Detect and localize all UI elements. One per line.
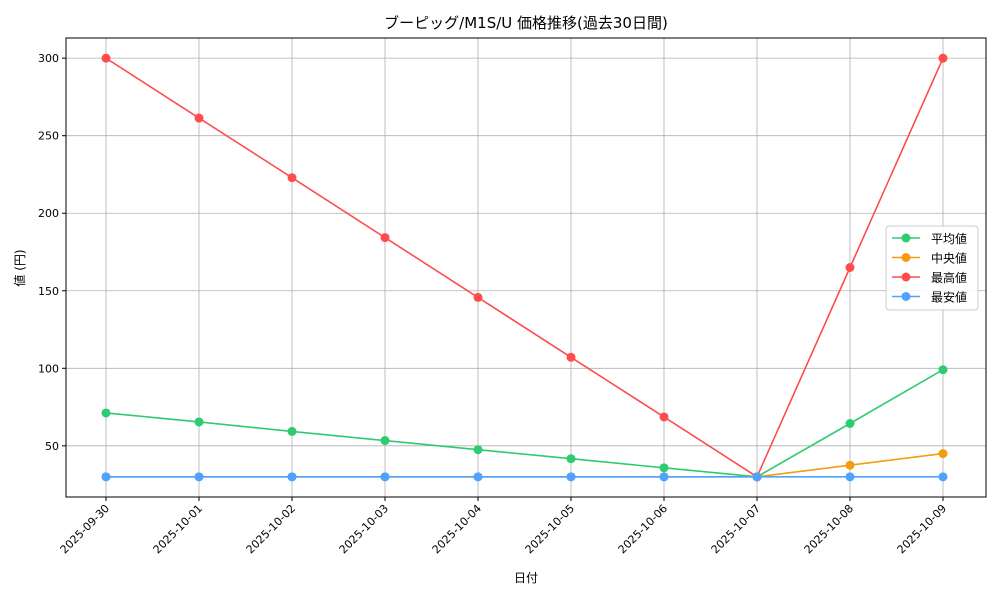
plot-frame	[65, 37, 987, 498]
data-point	[566, 472, 576, 482]
series-line	[105, 57, 944, 479]
data-point	[845, 418, 855, 428]
grid	[66, 38, 986, 497]
legend-label: 平均値	[931, 231, 967, 246]
data-point	[938, 53, 948, 63]
y-tick-label: 200	[38, 207, 59, 220]
data-point	[659, 412, 669, 422]
data-point	[380, 436, 390, 446]
x-tick-label: 2025-10-04	[430, 502, 484, 556]
y-axis-label: 値 (円)	[12, 249, 27, 286]
data-point	[845, 460, 855, 470]
chart-title: ブーピッグ/M1S/U 価格推移(過去30日間)	[384, 14, 668, 32]
data-point	[194, 472, 204, 482]
x-tick-label: 2025-10-05	[523, 502, 577, 556]
x-tick-label: 2025-10-01	[151, 502, 205, 556]
data-point	[566, 352, 576, 362]
legend-label: 最安値	[931, 290, 967, 305]
series-group	[101, 53, 948, 482]
legend-marker	[901, 233, 911, 243]
x-tick-label: 2025-10-03	[337, 502, 391, 556]
series-最安値	[101, 472, 948, 482]
data-point	[845, 263, 855, 272]
y-tick-label: 50	[45, 440, 59, 453]
data-point	[938, 472, 948, 482]
data-point	[473, 292, 483, 302]
data-point	[194, 417, 204, 427]
series-最高値	[101, 53, 948, 482]
data-point	[659, 472, 669, 482]
data-point	[473, 472, 483, 482]
data-point	[380, 233, 390, 243]
data-point	[845, 472, 855, 482]
data-point	[380, 472, 390, 482]
data-point	[938, 449, 948, 459]
data-point	[752, 472, 762, 482]
x-axis: 2025-09-30 2025-10-01 2025-10-02 2025-10-03…	[58, 497, 949, 556]
data-point	[473, 445, 483, 455]
data-point	[938, 365, 948, 375]
y-tick-label: 300	[38, 52, 59, 65]
legend-label: 最高値	[931, 270, 967, 285]
x-tick-label: 2025-09-30	[58, 502, 112, 556]
x-tick-label: 2025-10-09	[895, 502, 949, 556]
y-tick-label: 100	[38, 362, 59, 375]
data-point	[287, 426, 297, 436]
series-平均値	[101, 365, 948, 482]
data-point	[659, 463, 669, 473]
x-tick-label: 2025-10-02	[244, 502, 298, 556]
x-tick-label: 2025-10-06	[616, 502, 670, 556]
legend-box	[885, 225, 979, 311]
data-point	[101, 53, 111, 63]
y-axis: 50 100 150 200 250 300	[38, 52, 66, 453]
data-point	[194, 113, 204, 123]
legend-marker	[901, 272, 911, 282]
legend-label: 中央値	[931, 251, 967, 266]
x-axis-label: 日付	[514, 571, 538, 585]
y-tick-label: 250	[38, 130, 59, 143]
y-tick-label: 150	[38, 285, 59, 298]
series-line	[106, 452, 944, 478]
data-point	[566, 454, 576, 464]
legend-marker	[901, 253, 911, 262]
series-line	[105, 368, 944, 478]
data-point	[287, 173, 297, 183]
data-point	[101, 408, 111, 418]
data-point	[287, 472, 297, 482]
data-point	[101, 472, 111, 482]
legend-marker	[901, 292, 911, 301]
x-tick-label: 2025-10-08	[802, 502, 856, 556]
x-tick-label: 2025-10-07	[709, 502, 763, 556]
